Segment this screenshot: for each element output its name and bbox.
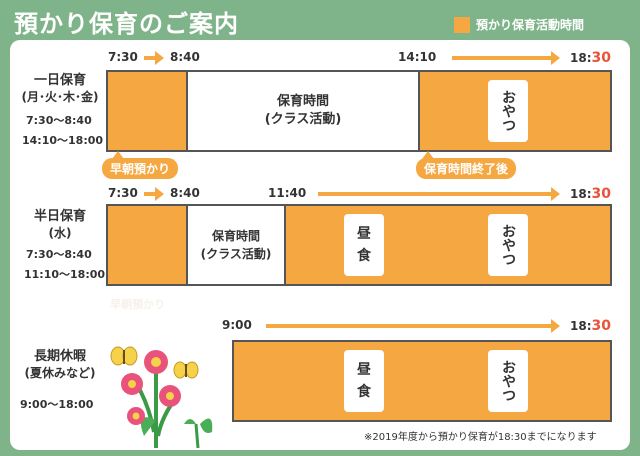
time-marker: 11:40 — [268, 186, 307, 200]
arrow — [144, 187, 164, 201]
end-time: 18:30 — [570, 186, 611, 202]
time-marker: 8:40 — [170, 186, 200, 200]
page-title: 預かり保育のご案内 — [14, 10, 239, 38]
after-hours-label: 保育時間終了後 — [416, 151, 517, 179]
flower-icon — [127, 407, 145, 425]
snack-card: おやつ — [488, 214, 528, 276]
arrow — [144, 51, 164, 65]
arrow — [318, 187, 560, 201]
lunch-card: 昼食 — [344, 350, 384, 412]
legend: 預かり保育活動時間 — [454, 16, 584, 33]
legend-swatch — [454, 16, 470, 33]
end-time: 18:30 — [570, 50, 611, 66]
flower-icon — [121, 373, 143, 395]
class-activity-block: 保育時間 (クラス活動) — [186, 206, 286, 284]
time-marker: 8:40 — [170, 50, 200, 64]
schedule-bar: 昼食 おやつ — [232, 340, 612, 422]
row-time: 9:00～18:00 — [20, 398, 94, 411]
schedule-bar: 保育時間 (クラス活動) おやつ — [106, 70, 612, 152]
arrow — [452, 51, 560, 65]
row-time: 14:10～18:00 — [22, 134, 104, 147]
row-time: 7:30～8:40 — [26, 114, 92, 127]
row-label: 長期休暇 (夏休みなど) — [24, 349, 96, 380]
lunch-card: 昼食 — [344, 214, 384, 276]
flower-icon — [144, 350, 168, 374]
flower-icon — [159, 385, 181, 407]
time-marker: 14:10 — [398, 50, 437, 64]
row-label: 一日保育 (月･火･木･金) — [21, 73, 99, 104]
faded-label: 早朝預かり — [110, 298, 165, 311]
time-marker: 7:30 — [108, 50, 138, 64]
end-time: 18:30 — [570, 318, 611, 334]
butterfly-icon — [173, 361, 199, 379]
snack-card: おやつ — [488, 80, 528, 142]
snack-card: おやつ — [488, 350, 528, 412]
time-marker: 7:30 — [108, 186, 138, 200]
butterfly-icon — [110, 346, 138, 366]
class-activity-block: 保育時間 (クラス活動) — [186, 72, 420, 150]
row-time: 7:30～8:40 — [26, 248, 92, 261]
time-marker: 9:00 — [222, 318, 252, 332]
footnote: ※2019年度から預かり保育が18:30までになります — [364, 432, 597, 443]
row-time: 11:10～18:00 — [24, 268, 106, 281]
row-label: 半日保育 (水) — [33, 209, 86, 240]
schedule-bar: 保育時間 (クラス活動) 昼食 おやつ — [106, 204, 612, 286]
arrow — [266, 319, 560, 333]
flower-illustration — [110, 346, 213, 449]
legend-label: 預かり保育活動時間 — [476, 18, 585, 32]
early-care-label: 早朝預かり — [102, 151, 179, 179]
